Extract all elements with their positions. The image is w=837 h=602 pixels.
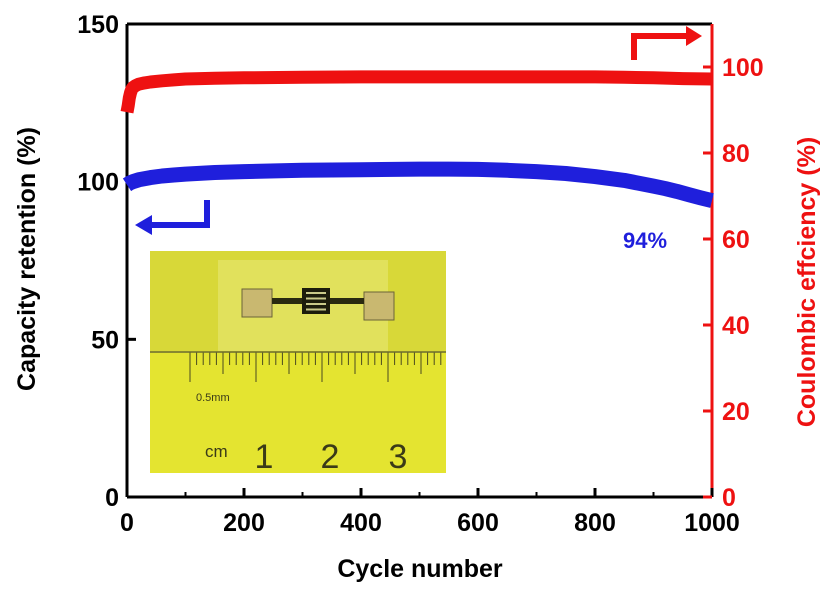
- inset-electrode-left: [241, 288, 273, 318]
- device-finger: [306, 308, 326, 311]
- y-right-axis-title: Coulombic effciency (%): [793, 137, 821, 427]
- y-right-tick-label: 80: [722, 140, 750, 168]
- y-right-tick-label: 40: [722, 312, 750, 340]
- y-right-tick-label: 60: [722, 226, 750, 254]
- y-left-tick-label: 0: [105, 484, 119, 512]
- x-tick-label: 1000: [684, 509, 740, 537]
- ruler-ticks: [150, 351, 446, 382]
- x-axis-title: Cycle number: [337, 555, 503, 583]
- ruler-number-3: 3: [389, 438, 408, 476]
- series-layer: [120, 70, 714, 208]
- y-right-tick-label: 100: [722, 54, 764, 82]
- x-tick-label: 400: [340, 509, 382, 537]
- right-axis-arrow-icon: [631, 26, 702, 60]
- coulombic-efficiency-series: [120, 70, 713, 114]
- y-left-tick-label: 50: [91, 326, 119, 354]
- y-left-axis-title: Capacity retention (%): [13, 127, 41, 391]
- y-left-tick-label: 150: [77, 11, 119, 39]
- y-right-tick-labels: 0 20 40 60 80 100: [722, 54, 764, 512]
- x-tick-label: 600: [457, 509, 499, 537]
- device-finger: [306, 303, 326, 305]
- left-axis-arrow-icon: [135, 200, 210, 235]
- ruler-unit: cm: [205, 442, 228, 461]
- x-tick-label: 0: [120, 509, 134, 537]
- ruler-number-2: 2: [321, 438, 340, 476]
- y-left-tick-labels: 0 50 100 150: [77, 11, 119, 512]
- capacity-retention-series: [122, 161, 714, 208]
- y-right-tick-label: 20: [722, 398, 750, 426]
- inset-ruler: [150, 351, 446, 473]
- inset-photo: 0.5mm cm 1 2 3: [150, 251, 446, 476]
- ruler-number-1: 1: [255, 438, 274, 476]
- ruler-caption: 0.5mm: [196, 392, 230, 404]
- inset-electrode-right: [363, 291, 395, 321]
- plot-frame: [125, 22, 714, 499]
- x-tick-labels: 0 200 400 600 800 1000: [120, 509, 740, 537]
- x-tick-label: 200: [223, 509, 265, 537]
- annotation-94-percent: 94%: [623, 228, 667, 253]
- x-tick-label: 800: [574, 509, 616, 537]
- y-left-tick-label: 100: [77, 169, 119, 197]
- device-finger: [306, 292, 326, 294]
- device-fingers: [306, 292, 326, 311]
- y-right-tick-label: 0: [722, 484, 736, 512]
- device-finger: [306, 297, 326, 300]
